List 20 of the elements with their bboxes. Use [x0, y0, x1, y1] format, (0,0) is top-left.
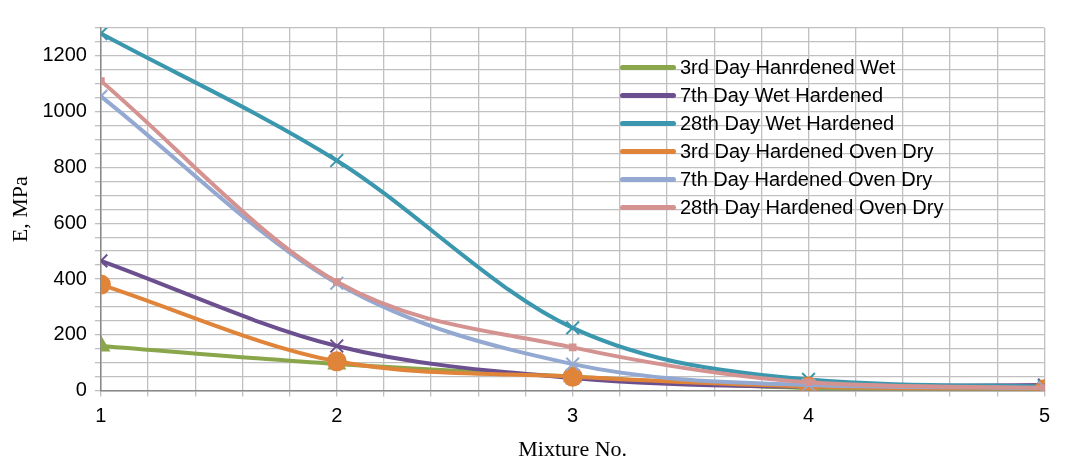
x-axis-title: Mixture No. [518, 435, 628, 461]
legend-label: 7th Day Wet Hardened [680, 83, 884, 108]
y-axis-title: E, MPa [6, 176, 32, 243]
y-tick-label: 200 [53, 322, 87, 345]
legend-label: 28th Day Wet Hardened [680, 111, 895, 136]
x-tick-label: 2 [331, 404, 343, 427]
y-tick-label: 1200 [42, 43, 87, 66]
legend-label: 28th Day Hardened Oven Dry [680, 195, 944, 220]
legend-label: 7th Day Hardened Oven Dry [680, 167, 933, 192]
x-tick-label: 3 [567, 404, 579, 427]
y-tick-label: 600 [53, 210, 87, 233]
y-tick-label: 400 [53, 266, 87, 289]
legend-label: 3rd Day Hanrdened Wet [680, 55, 896, 80]
y-tick-label: 0 [75, 378, 87, 401]
x-tick-label: 4 [802, 404, 815, 427]
x-tick-label: 5 [1038, 404, 1050, 427]
y-tick-label: 800 [53, 154, 87, 177]
y-tick-label: 1000 [42, 99, 87, 122]
x-tick-label: 1 [95, 404, 107, 427]
legend-label: 3rd Day Hardened Oven Dry [680, 139, 934, 164]
